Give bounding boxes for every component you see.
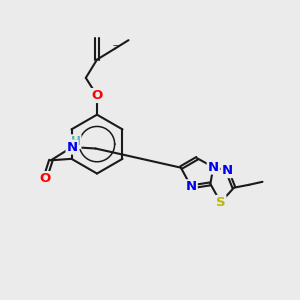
- Text: O: O: [39, 172, 51, 185]
- Text: N: N: [186, 180, 197, 193]
- Text: N: N: [222, 164, 233, 177]
- Text: N: N: [208, 160, 219, 174]
- Text: O: O: [92, 89, 103, 102]
- Text: N: N: [67, 141, 78, 154]
- Text: —: —: [113, 41, 121, 50]
- Text: H: H: [71, 135, 81, 148]
- Text: S: S: [216, 196, 226, 209]
